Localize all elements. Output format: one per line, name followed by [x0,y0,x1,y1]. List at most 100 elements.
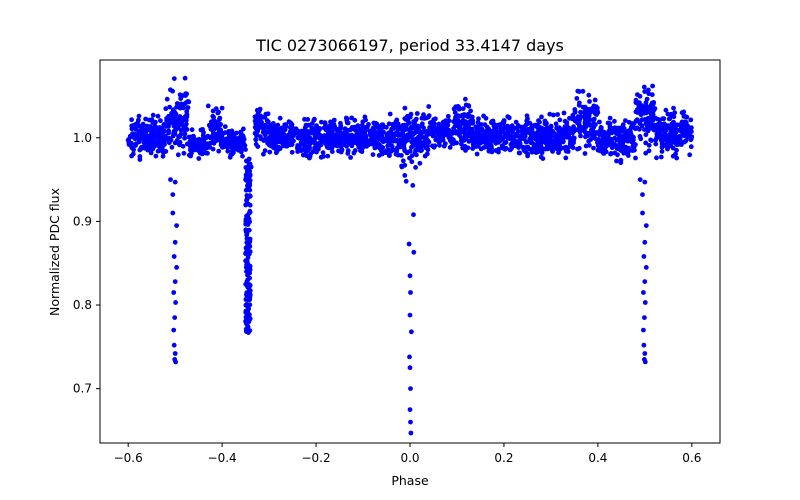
data-point [170,107,176,113]
data-point [538,146,544,152]
data-point [638,136,644,142]
eclipse-point [407,365,413,371]
data-point [408,111,414,117]
data-point [570,130,575,136]
data-point [642,89,648,94]
eclipse-point [172,239,178,245]
data-point [688,117,694,123]
data-point [470,118,476,123]
data-point [557,117,563,123]
data-point [325,153,331,159]
data-point [277,115,283,121]
data-point [521,125,527,130]
data-point [330,131,335,137]
data-point [325,142,330,148]
data-point [576,118,582,124]
data-point [629,121,635,126]
data-point [681,130,687,136]
data-point [670,145,676,151]
data-point [578,133,583,139]
data-point [642,127,647,132]
data-point [586,138,592,144]
chart-title: TIC 0273066197, period 33.4147 days [255,36,564,55]
data-point [377,135,383,141]
data-point [302,116,307,122]
data-point [683,120,689,125]
data-point [641,84,647,90]
data-point [254,119,259,124]
eclipse-point [171,254,177,259]
eclipse-point [641,254,647,259]
data-point [451,137,456,143]
eclipse-point [408,386,413,391]
data-point [131,147,137,153]
data-point [150,143,156,149]
data-point [258,122,264,128]
data-point [578,114,584,120]
eclipse-point [407,407,413,412]
data-point [501,130,507,136]
data-point [159,125,165,131]
data-point [349,125,355,130]
data-point [133,126,139,132]
data-point [384,124,389,130]
data-point [342,136,347,142]
data-point [183,123,188,129]
data-point [315,129,321,135]
data-point [416,147,422,153]
data-point [475,119,481,125]
data-point [583,118,589,123]
data-point [342,131,347,137]
data-point [497,133,503,138]
data-point [418,135,424,140]
data-point [225,148,231,154]
data-point [265,111,271,117]
data-point [451,141,456,147]
data-point [307,155,312,161]
data-point [405,118,411,124]
eclipse-point [244,290,250,295]
eclipse-point [409,329,414,335]
data-point [344,120,350,126]
eclipse-point [643,265,649,270]
data-point [489,149,495,155]
data-point [282,142,288,148]
data-point [551,112,556,118]
data-point [429,121,435,127]
data-point [240,137,246,143]
data-point [533,137,539,142]
data-point [426,104,432,109]
data-point [325,131,331,137]
data-point [608,129,614,135]
data-point [516,150,522,156]
data-point [255,144,261,150]
data-point [542,146,548,152]
eclipse-point [642,279,648,284]
data-point [452,110,458,115]
data-point [500,145,505,151]
data-point [503,145,509,151]
data-point [478,146,484,152]
data-point [638,112,644,118]
x-tick-label: 0.0 [400,451,419,465]
data-point [177,142,182,148]
data-point [329,145,335,151]
data-point [597,143,603,149]
data-point [453,114,458,120]
data-point [282,122,288,128]
data-point [295,146,301,152]
data-point [459,138,464,144]
data-point [182,131,188,137]
data-point [457,126,462,131]
data-point [200,143,206,149]
data-point [542,118,548,124]
data-point [149,135,155,141]
data-point [235,147,241,153]
data-point [525,153,530,159]
data-point [615,152,620,158]
data-point [503,139,509,145]
data-point [289,149,295,155]
data-point [617,146,623,151]
data-point [331,121,337,127]
data-point [224,136,230,142]
